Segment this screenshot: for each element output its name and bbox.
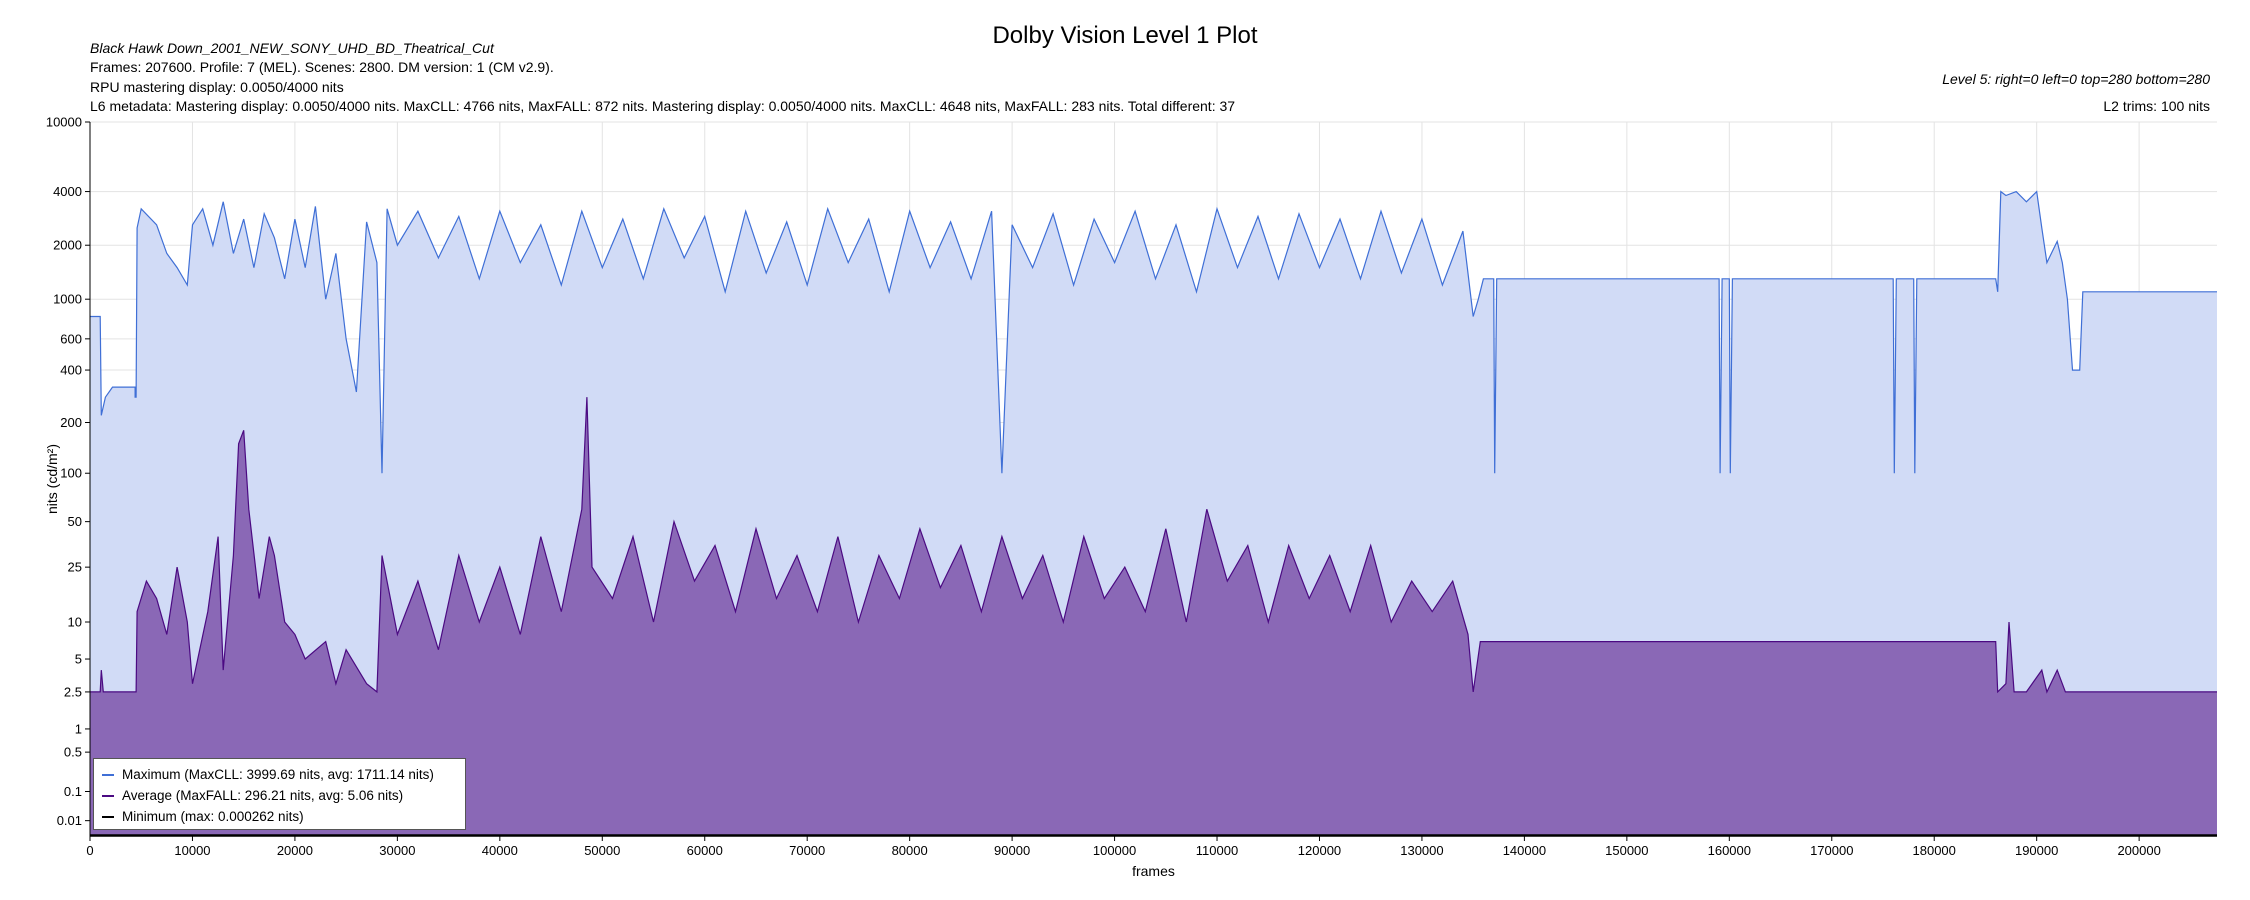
y-tick-label: 5 [75,652,82,667]
l6-info: L6 metadata: Mastering display: 0.0050/4… [90,98,1236,114]
y-tick-label: 1000 [53,292,82,307]
x-tick-label: 50000 [584,843,620,858]
file-name: Black Hawk Down_2001_NEW_SONY_UHD_BD_The… [90,40,494,56]
y-tick-label: 0.5 [64,745,82,760]
legend-item-maximum: Maximum (MaxCLL: 3999.69 nits, avg: 1711… [102,764,457,785]
y-tick-label: 200 [60,415,82,430]
y-tick-label: 25 [68,560,82,575]
series-average-line [90,397,2217,694]
x-tick-label: 80000 [892,843,928,858]
x-tick-label: 160000 [1708,843,1751,858]
x-tick-label: 180000 [1913,843,1956,858]
series-maximum-line [90,190,2217,474]
legend-item-average: Average (MaxFALL: 296.21 nits, avg: 5.06… [102,785,457,806]
y-tick-label: 0.01 [57,813,82,828]
y-tick-label: 10000 [46,115,82,130]
x-tick-label: 20000 [277,843,313,858]
legend-swatch-minimum [102,815,114,818]
x-tick-label: 40000 [482,843,518,858]
legend-label-average: Average (MaxFALL: 296.21 nits, avg: 5.06… [122,788,404,803]
y-tick-label: 2000 [53,238,82,253]
x-tick-label: 100000 [1093,843,1136,858]
y-tick-label: 2.5 [64,684,82,699]
x-tick-label: 150000 [1605,843,1648,858]
y-tick-label: 100 [60,466,82,481]
x-tick-label: 200000 [2117,843,2160,858]
legend-label-minimum: Minimum (max: 0.000262 nits) [122,809,304,824]
legend-label-maximum: Maximum (MaxCLL: 3999.69 nits, avg: 1711… [122,767,434,782]
x-tick-label: 120000 [1298,843,1341,858]
y-axis-label: nits (cd/m²) [44,444,60,514]
y-tick-label: 10 [68,615,82,630]
legend-swatch-maximum [102,773,114,776]
x-tick-label: 110000 [1196,843,1238,858]
x-tick-label: 0 [86,843,93,858]
x-tick-label: 130000 [1400,843,1443,858]
chart-title: Dolby Vision Level 1 Plot [992,22,1258,49]
x-tick-label: 30000 [379,843,415,858]
x-tick-label: 60000 [687,843,723,858]
rpu-info: RPU mastering display: 0.0050/4000 nits [90,79,344,95]
l2-trims-info: L2 trims: 100 nits [2103,98,2210,114]
x-tick-label: 90000 [994,843,1030,858]
y-tick-label: 1 [75,721,82,736]
legend-swatch-average [102,794,114,797]
x-tick-label: 190000 [2015,843,2058,858]
level5-info: Level 5: right=0 left=0 top=280 bottom=2… [1942,71,2210,87]
x-axis-label: frames [1132,863,1175,879]
legend: Maximum (MaxCLL: 3999.69 nits, avg: 1711… [93,758,466,830]
y-tick-label: 4000 [53,184,82,199]
y-tick-label: 0.1 [64,784,82,799]
y-tick-label: 400 [60,363,82,378]
x-tick-label: 170000 [1810,843,1853,858]
x-tick-label: 70000 [789,843,825,858]
y-tick-label: 50 [68,514,82,529]
legend-item-minimum: Minimum (max: 0.000262 nits) [102,806,457,827]
y-tick-label: 600 [60,331,82,346]
x-tick-label: 10000 [174,843,210,858]
x-tick-label: 140000 [1503,843,1546,858]
frames-info: Frames: 207600. Profile: 7 (MEL). Scenes… [90,59,554,75]
series-average-area [90,397,2217,836]
